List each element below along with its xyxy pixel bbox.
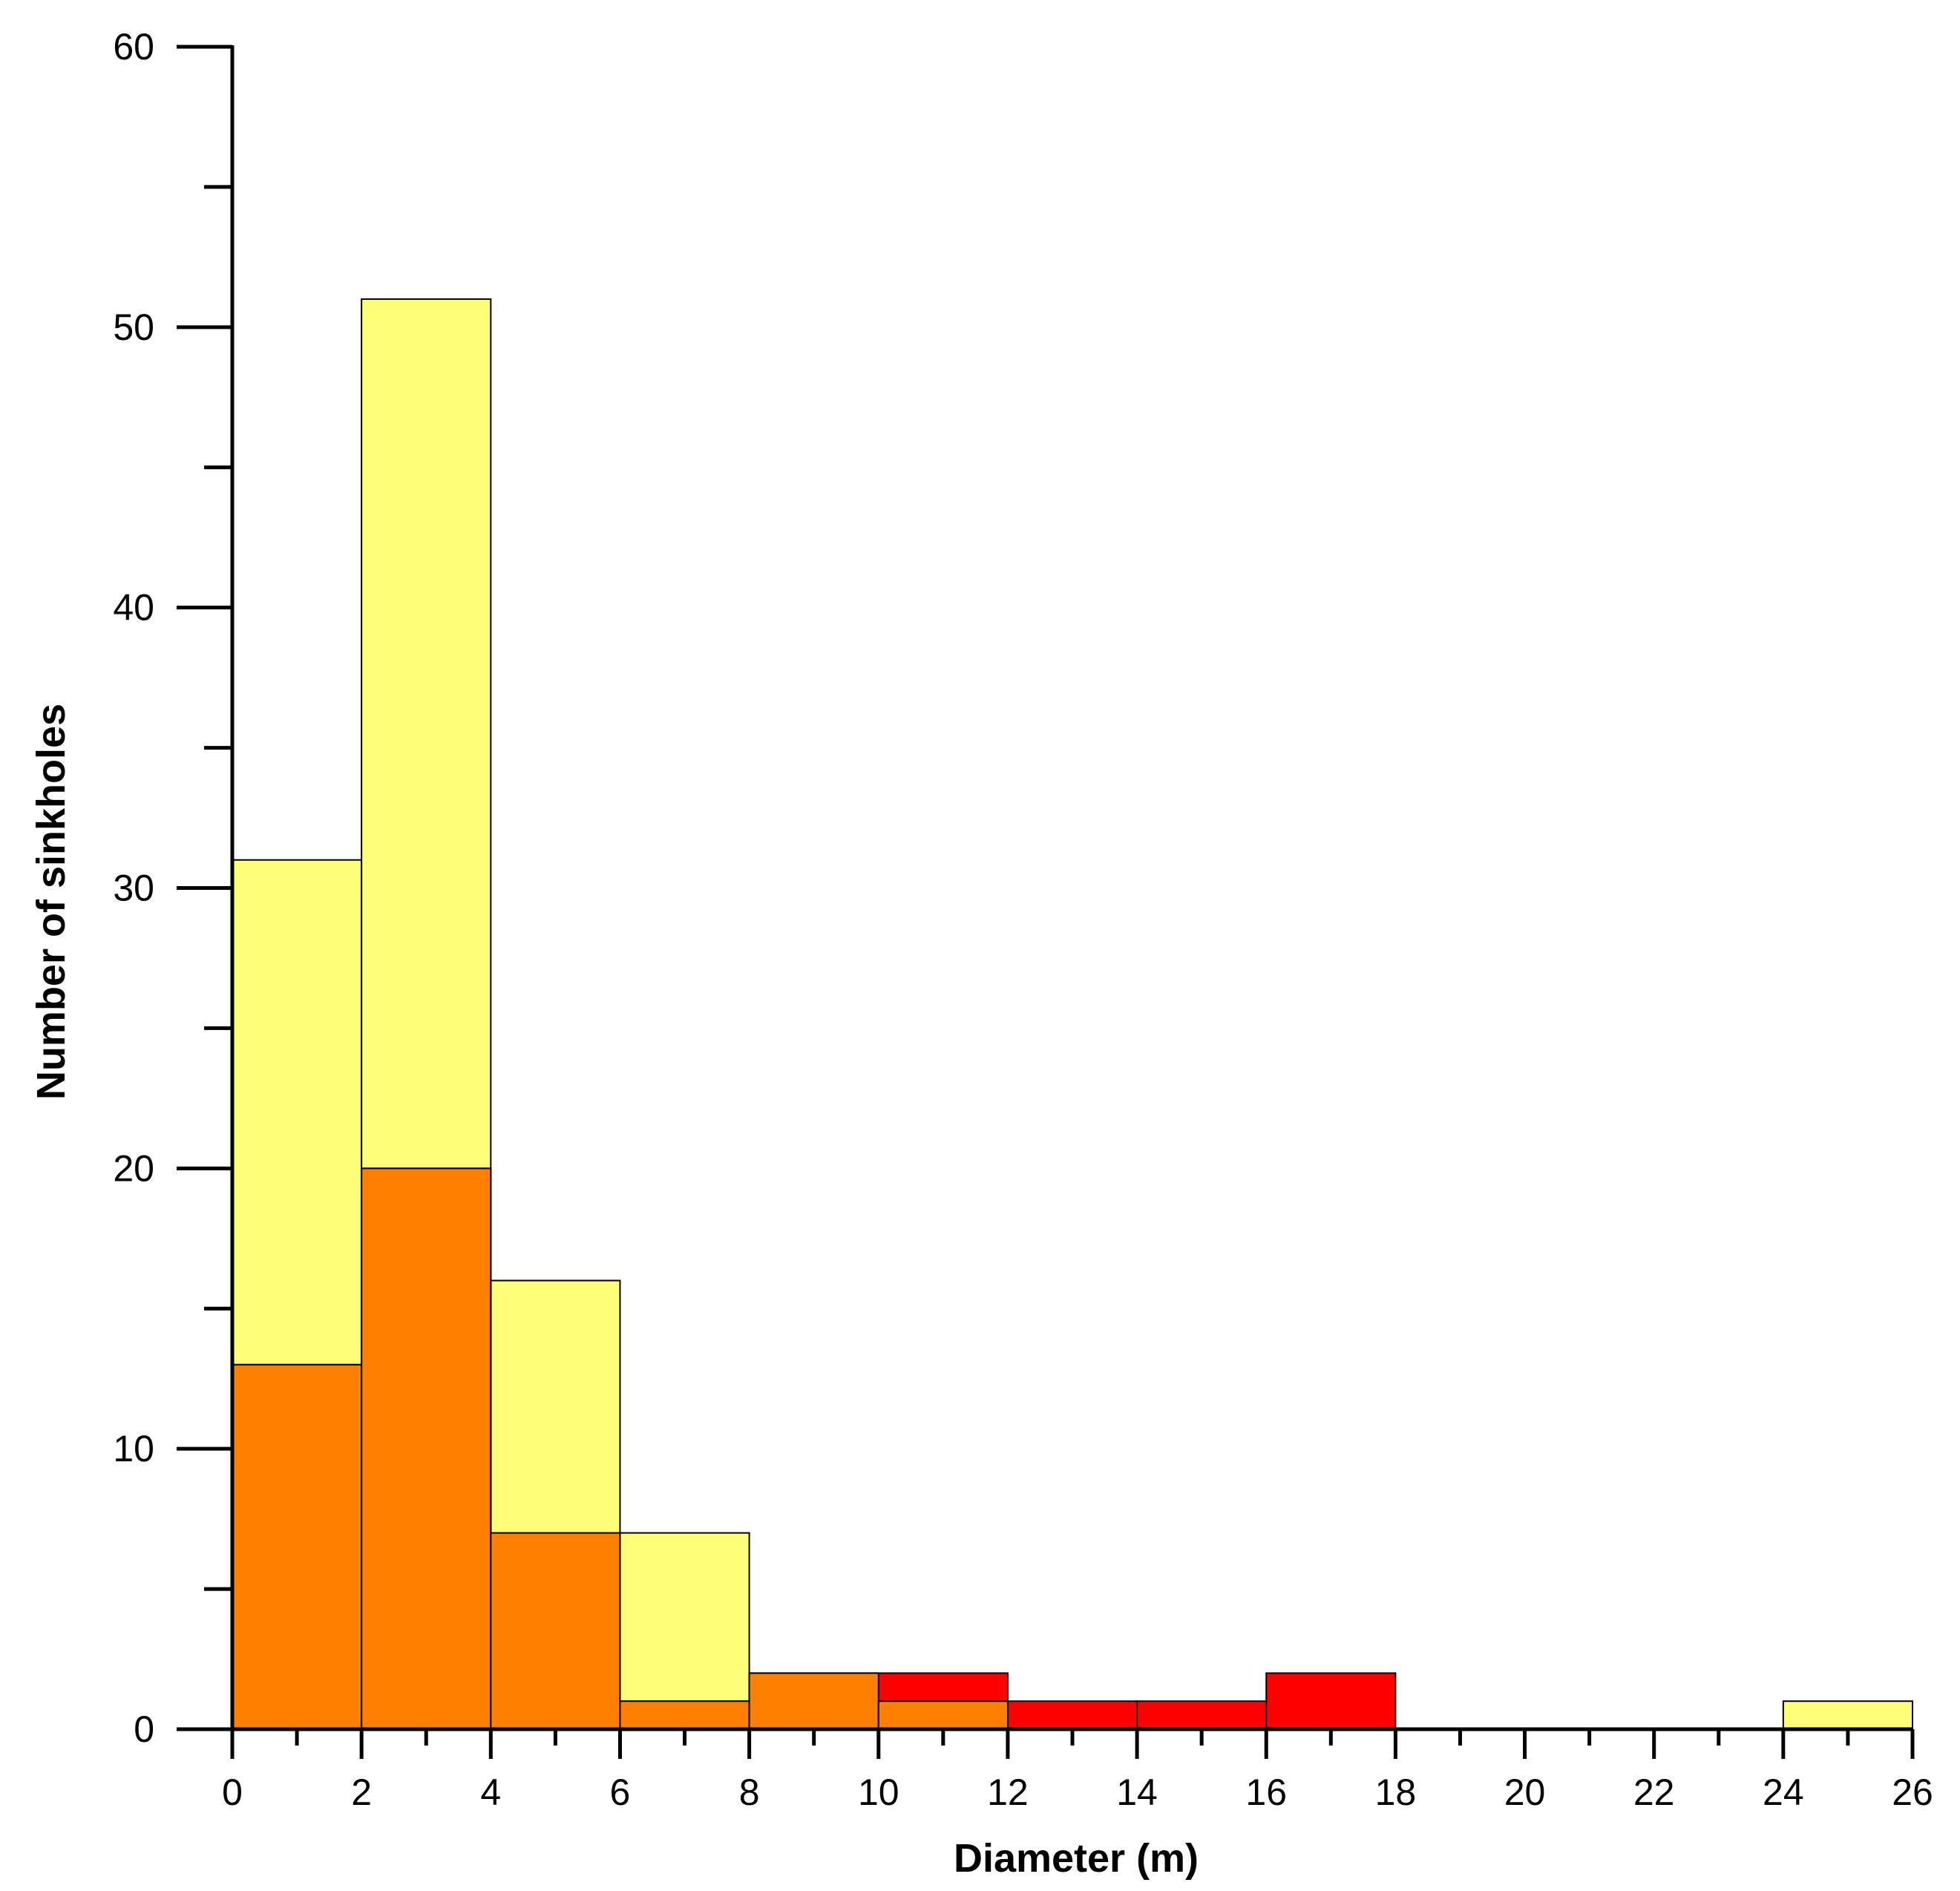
x-tick-label: 20 [1504,1772,1546,1813]
bar-series3-bin0 [232,1363,363,1730]
bars-group [232,298,1914,1731]
bar-series1-bin12 [1782,1700,1914,1730]
x-tick-label: 2 [351,1772,372,1813]
x-tick-label: 10 [858,1772,899,1813]
y-tick-label: 60 [113,26,154,68]
bar-series3-bin3 [619,1700,750,1730]
y-axis-title: Number of sinkholes [29,704,73,1100]
x-tick-label: 12 [987,1772,1029,1813]
x-tick-label: 6 [610,1772,631,1813]
bar-series3-bin2 [490,1532,621,1730]
x-tick-label: 26 [1892,1772,1933,1813]
bar-series3-bin1 [361,1167,492,1731]
y-tick-label: 10 [113,1428,154,1469]
x-tick-label: 24 [1763,1772,1804,1813]
x-tick-label: 0 [222,1772,243,1813]
bar-series1-bin3 [619,1532,750,1730]
y-tick-label: 20 [113,1147,154,1189]
bar-series3-bin5 [877,1700,1009,1730]
x-axis-title: Diameter (m) [954,1836,1199,1881]
x-tick-label: 8 [739,1772,760,1813]
bar-series2-bin7 [1136,1700,1268,1730]
x-tick-label: 14 [1116,1772,1158,1813]
x-tick-label: 4 [480,1772,501,1813]
bar-series3-bin4 [748,1672,879,1731]
y-tick-label: 30 [113,868,154,909]
bar-series2-bin6 [1006,1700,1138,1730]
x-tick-label: 18 [1375,1772,1417,1813]
x-tick-label: 22 [1633,1772,1675,1813]
y-tick-label: 40 [113,587,154,629]
y-tick-label: 50 [113,307,154,348]
y-tick-label: 0 [134,1708,154,1750]
bar-series2-bin8 [1265,1672,1397,1731]
x-tick-label: 16 [1245,1772,1287,1813]
